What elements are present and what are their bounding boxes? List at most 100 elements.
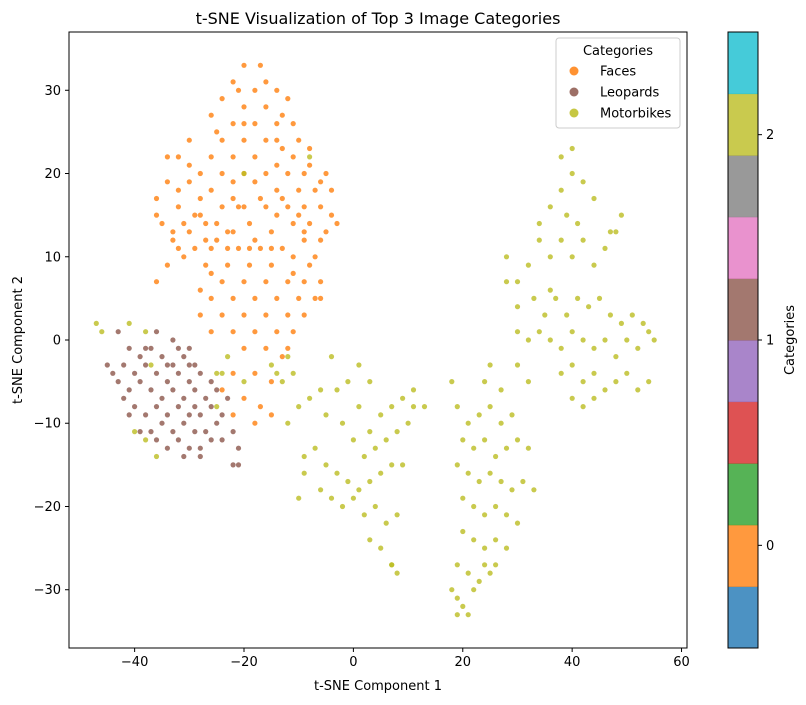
x-axis-label: t-SNE Component 1 [314, 679, 442, 694]
point-motorbikes [493, 562, 499, 568]
point-leopards [164, 362, 170, 368]
point-faces [290, 329, 296, 335]
point-motorbikes [547, 204, 553, 210]
y-axis-label: t-SNE Component 2 [11, 276, 26, 404]
point-motorbikes [285, 420, 291, 426]
point-leopards [164, 445, 170, 451]
point-leopards [153, 370, 160, 376]
point-motorbikes [405, 420, 411, 426]
point-motorbikes [520, 478, 526, 485]
point-motorbikes [153, 453, 160, 460]
point-leopards [225, 395, 231, 401]
point-leopards [126, 412, 132, 418]
point-motorbikes [143, 329, 149, 335]
point-motorbikes [400, 395, 406, 401]
point-faces [186, 137, 192, 143]
colorbar-segment [728, 216, 758, 279]
point-faces [296, 295, 302, 301]
point-motorbikes [279, 379, 285, 385]
point-motorbikes [421, 404, 428, 410]
point-leopards [208, 437, 214, 443]
point-motorbikes [241, 379, 247, 385]
x-tick-label: 40 [564, 655, 581, 670]
point-faces [241, 279, 247, 285]
point-leopards [137, 354, 143, 360]
point-leopards [148, 345, 154, 351]
point-faces [175, 204, 181, 210]
point-motorbikes [558, 370, 564, 376]
point-faces [285, 279, 291, 285]
point-faces [307, 220, 313, 227]
point-faces [318, 237, 324, 243]
point-motorbikes [575, 220, 581, 227]
point-faces [208, 270, 214, 276]
point-motorbikes [591, 370, 597, 376]
point-faces [290, 220, 296, 227]
point-faces [203, 237, 209, 243]
point-leopards [126, 387, 132, 393]
point-faces [252, 295, 258, 301]
point-faces [285, 170, 291, 177]
y-tick-label: −20 [34, 500, 61, 515]
point-leopards [132, 370, 138, 376]
point-faces [301, 204, 307, 210]
point-motorbikes [400, 462, 406, 468]
point-faces [225, 262, 231, 268]
point-motorbikes [307, 395, 313, 401]
point-faces [318, 204, 324, 210]
colorbar-segment [728, 340, 758, 403]
point-motorbikes [460, 437, 466, 443]
point-motorbikes [531, 487, 537, 493]
point-motorbikes [367, 429, 373, 435]
point-motorbikes [290, 370, 296, 376]
point-faces [257, 245, 263, 251]
point-faces [230, 179, 236, 185]
point-faces [263, 345, 269, 351]
point-faces [296, 187, 302, 193]
point-faces [274, 87, 280, 93]
point-leopards [121, 362, 127, 368]
point-leopards [203, 429, 209, 435]
point-faces [208, 112, 214, 118]
point-leopards [137, 429, 143, 435]
point-motorbikes [389, 462, 395, 468]
point-leopards [208, 404, 214, 410]
point-motorbikes [591, 195, 597, 202]
legend-marker [569, 87, 579, 97]
point-leopards [170, 387, 176, 393]
point-leopards [208, 379, 214, 385]
point-motorbikes [454, 612, 460, 618]
point-motorbikes [514, 362, 521, 368]
point-motorbikes [580, 337, 586, 343]
point-faces [263, 170, 269, 177]
point-leopards [192, 362, 198, 368]
point-faces [219, 170, 225, 177]
point-motorbikes [547, 254, 553, 260]
point-motorbikes [318, 487, 324, 493]
point-faces [257, 195, 263, 202]
point-faces [263, 204, 269, 210]
point-faces [263, 104, 269, 110]
point-motorbikes [602, 387, 608, 393]
y-tick-label: 30 [44, 84, 61, 99]
point-motorbikes [449, 379, 455, 385]
point-faces [263, 312, 269, 318]
point-motorbikes [378, 412, 384, 418]
point-motorbikes [454, 404, 460, 410]
point-leopards [197, 453, 203, 460]
point-faces [252, 329, 258, 335]
point-motorbikes [498, 478, 504, 485]
point-faces [164, 262, 170, 268]
y-tick-label: 0 [53, 334, 61, 349]
point-leopards [143, 345, 149, 351]
point-faces [252, 87, 258, 93]
colorbar-label: Categories [783, 305, 798, 375]
point-motorbikes [476, 478, 482, 485]
point-motorbikes [607, 229, 614, 235]
point-faces [159, 220, 165, 227]
point-faces [268, 245, 274, 251]
point-faces [285, 312, 291, 318]
point-motorbikes [591, 395, 597, 401]
point-faces [197, 212, 203, 218]
